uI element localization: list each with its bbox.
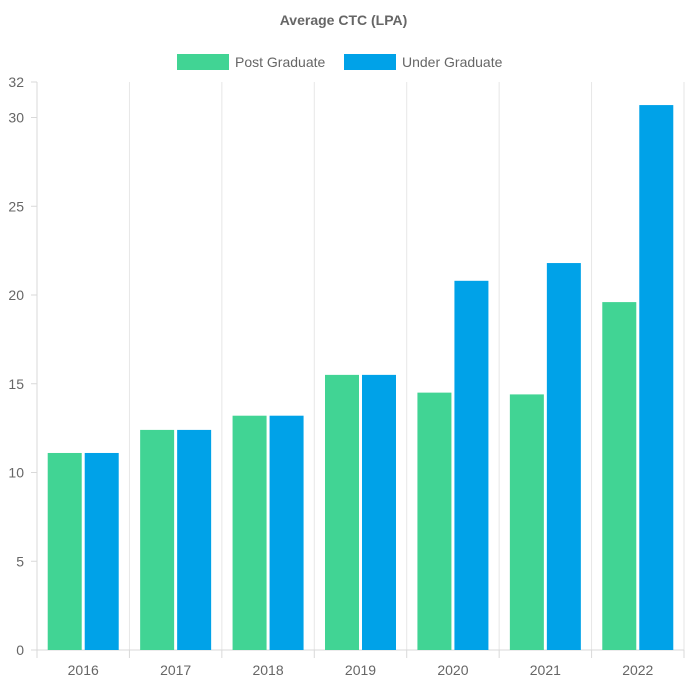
bar-under-graduate-2018 — [269, 415, 304, 650]
bar-post-graduate-2018 — [232, 415, 267, 650]
y-tick-label: 0 — [16, 642, 24, 658]
chart-title: Average CTC (LPA) — [280, 12, 408, 28]
y-tick-label: 5 — [16, 553, 24, 569]
bar-under-graduate-2022 — [639, 105, 674, 650]
y-tick-label: 10 — [8, 465, 24, 481]
legend-label-post-graduate: Post Graduate — [235, 54, 325, 70]
y-tick-label: 15 — [8, 376, 24, 392]
bar-under-graduate-2021 — [546, 263, 581, 650]
y-tick-label: 32 — [8, 74, 24, 90]
bar-under-graduate-2016 — [84, 452, 119, 650]
y-tick-label: 30 — [8, 110, 24, 126]
x-tick-label: 2022 — [622, 662, 653, 678]
y-tick-label: 25 — [8, 198, 24, 214]
legend-swatch-under-graduate — [344, 54, 396, 70]
bar-post-graduate-2019 — [325, 374, 359, 650]
grid-lines — [128, 82, 685, 650]
x-tick-label: 2021 — [530, 662, 561, 678]
bar-under-graduate-2019 — [362, 374, 396, 650]
x-tick-label: 2020 — [437, 662, 468, 678]
bars — [47, 105, 674, 650]
legend-swatch-post-graduate — [177, 54, 229, 70]
x-tick-label: 2016 — [68, 662, 99, 678]
bar-post-graduate-2017 — [140, 429, 175, 650]
bar-under-graduate-2020 — [454, 280, 489, 650]
x-tick-label: 2017 — [160, 662, 191, 678]
y-tick-label: 20 — [8, 287, 24, 303]
bar-post-graduate-2016 — [47, 452, 82, 650]
bar-under-graduate-2017 — [177, 429, 212, 650]
x-tick-label: 2019 — [345, 662, 376, 678]
legend: Post Graduate Under Graduate — [177, 54, 503, 70]
x-axis-ticks: 2016 2017 2018 2019 2020 2021 2022 — [68, 662, 654, 678]
y-axis-ticks: 0 5 10 15 20 25 30 32 — [8, 74, 24, 658]
bar-post-graduate-2020 — [417, 392, 452, 650]
x-tick-label: 2018 — [252, 662, 283, 678]
legend-label-under-graduate: Under Graduate — [402, 54, 503, 70]
bar-post-graduate-2022 — [602, 302, 637, 650]
bar-post-graduate-2021 — [509, 394, 544, 650]
